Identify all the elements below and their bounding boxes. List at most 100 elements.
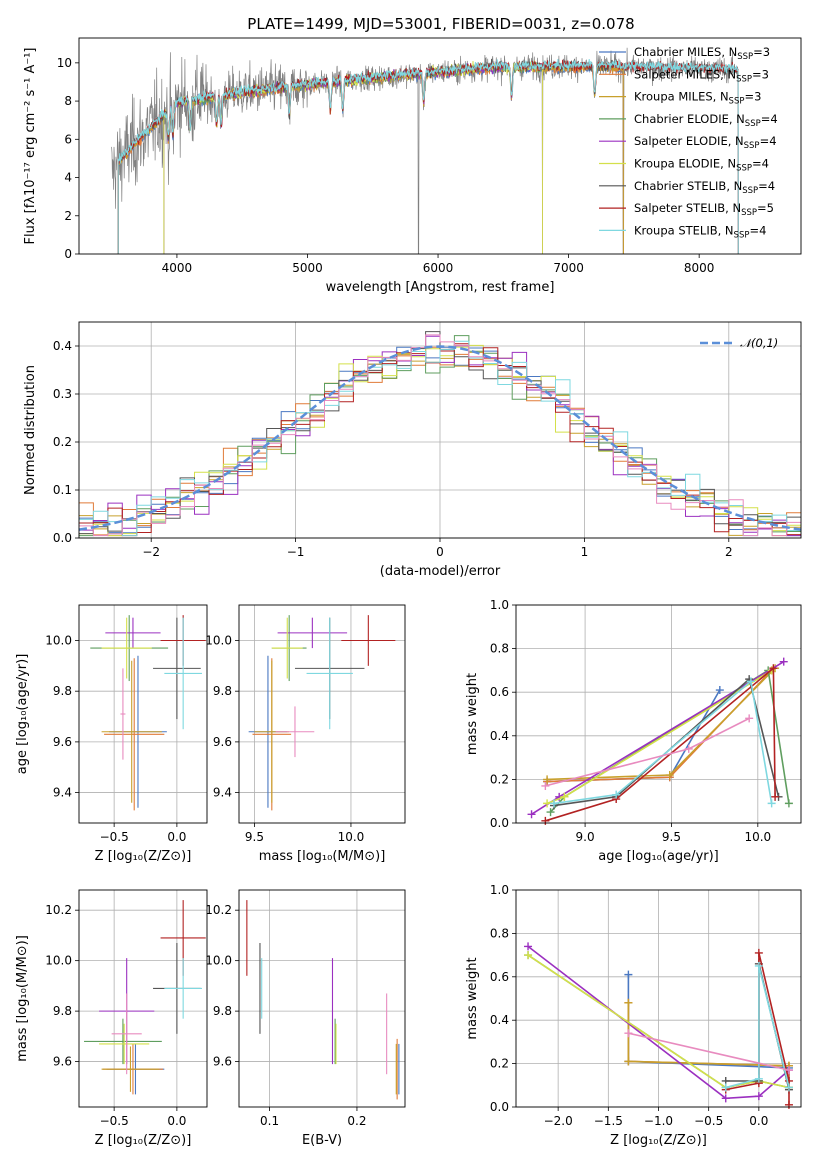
- age_vs_mass-axes: 9.5 10.0 9.4 9.6 9.8 10.0: [205, 605, 405, 844]
- residual-histogram: [79, 340, 801, 537]
- y-tick-label: 0.2: [53, 435, 72, 449]
- mass_vs_EBV-xlabel: E(B-V): [302, 1133, 342, 1148]
- spectrum-frame: [78, 37, 802, 255]
- mass-weight-marker: [624, 1029, 633, 1038]
- x-tick-label: 0.2: [347, 1114, 366, 1128]
- x-tick-label: 4000: [162, 261, 193, 275]
- y-tick-label: 0.4: [490, 729, 509, 743]
- mass-weight-marker: [754, 1074, 763, 1083]
- x-tick-label: 0.0: [167, 1114, 186, 1128]
- y-tick-label: 0.6: [490, 970, 509, 984]
- y-tick-label: 0: [64, 247, 72, 261]
- figure-title: PLATE=1499, MJD=53001, FIBERID=0031, z=0…: [247, 15, 634, 33]
- mass_vs_EBV-points: [246, 900, 400, 1100]
- mass-weight-marker: [754, 948, 763, 957]
- x-tick-label: 9.5: [245, 830, 264, 844]
- y-tick-label: 0.8: [490, 642, 509, 656]
- mass-weight-marker: [784, 1100, 793, 1109]
- x-tick-label: 0.0: [749, 1114, 768, 1128]
- age_vs_Z-frame: [78, 604, 208, 824]
- x-tick-label: −2.0: [544, 1114, 573, 1128]
- mass-weight-marker: [684, 744, 693, 753]
- mass-weight-marker: [784, 1066, 793, 1075]
- x-tick-label: 0.1: [260, 1114, 279, 1128]
- mass-weight-marker: [754, 1092, 763, 1101]
- mass_weight_vs_age-xlabel: age [log₁₀(age/yr)]: [598, 849, 719, 864]
- y-tick-label: 0.2: [490, 772, 509, 786]
- y-tick-label: 9.8: [53, 1004, 72, 1018]
- mass_vs_Z-frame: [78, 889, 208, 1108]
- x-tick-label: −0.5: [100, 1114, 129, 1128]
- y-tick-label: 10: [57, 56, 72, 70]
- y-tick-label: 9.4: [53, 786, 72, 800]
- legend-entry: Salpeter MILES, NSSP=3: [634, 67, 769, 84]
- x-tick-label: −0.5: [100, 830, 129, 844]
- mass-weight-marker: [721, 1094, 730, 1103]
- mass_weight_vs_Z-xlabel: Z [log₁₀(Z/Z⊙)]: [610, 1133, 707, 1148]
- mass-weight-marker: [612, 790, 621, 799]
- mass-weight-marker: [541, 781, 550, 790]
- mass-weight-marker: [767, 799, 776, 808]
- x-tick-label: −2: [142, 545, 160, 559]
- spectrum-legend: Chabrier MILES, NSSP=3 Salpeter MILES, NS…: [599, 45, 778, 240]
- mass-weight-marker: [779, 657, 788, 666]
- age_vs_mass-frame: [238, 604, 406, 824]
- mass-weight-marker: [527, 810, 536, 819]
- mass-weight-marker: [560, 792, 569, 801]
- y-tick-label: 0.1: [53, 483, 72, 497]
- mass_weight_vs_Z-frame: [515, 889, 802, 1108]
- y-tick-label: 9.8: [53, 684, 72, 698]
- mass-weight-marker: [745, 714, 754, 723]
- age_vs_Z-ylabel: age [log₁₀(age/yr)]: [15, 654, 30, 775]
- x-tick-label: 7000: [553, 261, 584, 275]
- y-tick-label: 0.2: [490, 1057, 509, 1071]
- legend-entry: Kroupa MILES, NSSP=3: [634, 90, 761, 107]
- legend-entry: Chabrier STELIB, NSSP=4: [634, 179, 775, 196]
- y-tick-label: 10.0: [45, 954, 72, 968]
- y-tick-label: 10.0: [45, 633, 72, 647]
- age_vs_mass-xlabel: mass [log₁₀(M/M⊙)]: [259, 849, 386, 864]
- x-tick-label: 0.0: [167, 830, 186, 844]
- y-tick-label: 9.8: [213, 1004, 232, 1018]
- mass-weight-line: [545, 666, 776, 822]
- y-tick-label: 0.8: [490, 926, 509, 940]
- y-tick-label: 4: [64, 171, 72, 185]
- mass-weight-marker: [784, 1083, 793, 1092]
- legend-entry: Salpeter ELODIE, NSSP=4: [634, 134, 777, 151]
- mass-weight-line: [628, 1032, 790, 1071]
- mass-weight-line: [725, 965, 790, 1089]
- x-tick-label: −0.5: [694, 1114, 723, 1128]
- legend-entry: Salpeter STELIB, NSSP=5: [634, 201, 774, 218]
- x-tick-label: −1.5: [594, 1114, 623, 1128]
- mass-weight-marker: [524, 942, 533, 951]
- mass-weight-marker: [715, 686, 724, 695]
- age_vs_mass-points: [248, 615, 396, 811]
- legend-entry-normal: 𝒩(0,1): [740, 336, 778, 350]
- y-tick-label: 0.4: [490, 1013, 509, 1027]
- x-tick-label: −1.0: [644, 1114, 673, 1128]
- mass-weight-marker: [550, 799, 558, 808]
- age_vs_Z-points: [90, 615, 206, 811]
- y-tick-label: 0.0: [490, 816, 509, 830]
- mass-weight-marker: [543, 799, 552, 808]
- mass-weight-marker: [665, 771, 674, 780]
- x-tick-label: 10.0: [338, 830, 365, 844]
- y-tick-label: 1.0: [490, 598, 509, 612]
- mass-weight-marker: [624, 1057, 633, 1066]
- spectrum-axes: 4000 5000 6000 7000 8000 0 2 4 6 8 10: [57, 56, 715, 275]
- x-tick-label: 2: [725, 545, 733, 559]
- y-tick-label: 0.6: [490, 685, 509, 699]
- y-tick-label: 6: [64, 132, 72, 146]
- y-tick-label: 10.0: [205, 633, 232, 647]
- residuals-ylabel: Normed distribution: [23, 365, 38, 495]
- x-tick-label: 10.0: [744, 830, 771, 844]
- mass-weight-marker: [746, 677, 755, 686]
- mass_weight_vs_age-series: [527, 657, 793, 825]
- y-tick-label: 9.8: [213, 684, 232, 698]
- y-tick-label: 9.6: [213, 1055, 232, 1069]
- y-tick-label: 1.0: [490, 883, 509, 897]
- mass-weight-marker: [546, 808, 555, 817]
- y-tick-label: 0.0: [490, 1100, 509, 1114]
- x-tick-label: 6000: [423, 261, 454, 275]
